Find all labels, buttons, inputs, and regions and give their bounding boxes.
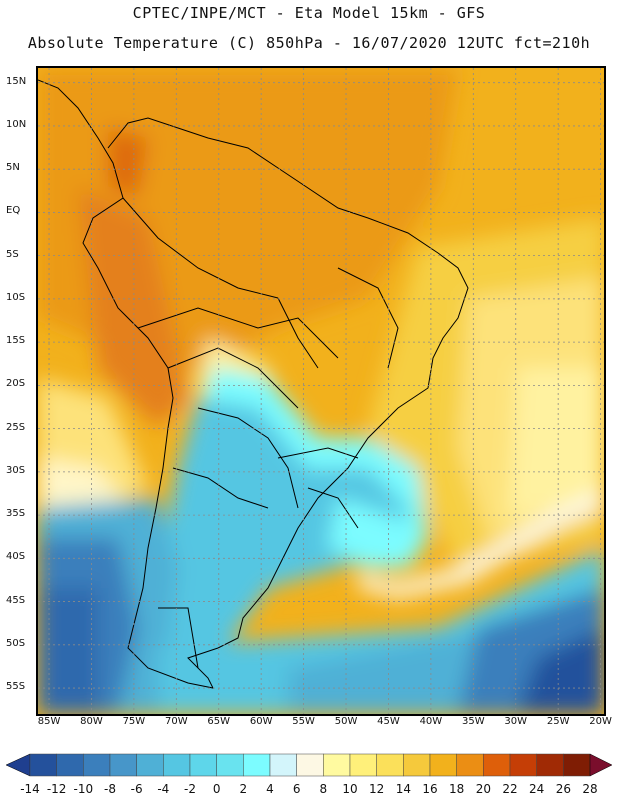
colorbar-swatch <box>29 753 57 777</box>
longitude-label: 50W <box>334 716 358 727</box>
colorbar-swatch <box>349 753 377 777</box>
colorbar-tick-label: -2 <box>184 782 196 796</box>
colorbar-tick-label: 2 <box>239 782 248 796</box>
longitude-label: 40W <box>419 716 443 727</box>
latitude-label: 10S <box>6 291 26 303</box>
colorbar-swatch <box>216 753 244 777</box>
colorbar-swatch <box>563 753 591 777</box>
latitude-label: 35S <box>6 508 26 520</box>
colorbar-tick-label: 4 <box>266 782 274 796</box>
latitude-label: 50S <box>6 637 26 649</box>
colorbar-swatch <box>136 753 164 777</box>
longitude-label: 25W <box>546 716 570 727</box>
colorbar-tick-label: -8 <box>104 782 116 796</box>
colorbar-swatch <box>269 753 297 777</box>
latitude-label: 40S <box>6 551 26 563</box>
latitude-label: 55S <box>6 681 26 693</box>
longitude-label: 70W <box>165 716 188 727</box>
longitude-label: 20W <box>589 716 612 727</box>
latitude-label: 15S <box>6 335 26 347</box>
colorbar-swatch <box>536 753 564 777</box>
longitude-label: 85W <box>37 716 61 727</box>
temperature-field <box>38 68 604 714</box>
latitude-label: 45S <box>6 594 26 606</box>
colorbar-swatch <box>323 753 351 777</box>
latitude-label: EQ <box>6 205 21 217</box>
colorbar-swatch <box>296 753 324 777</box>
temperature-map <box>38 68 604 714</box>
colorbar-swatch <box>189 753 217 777</box>
colorbar-swatch <box>83 753 111 777</box>
latitude-label: 5N <box>6 162 20 174</box>
map-title-line2: Absolute Temperature (C) 850hPa - 16/07/… <box>27 34 591 52</box>
colorbar-tick-label: 6 <box>292 782 301 796</box>
latitude-label: 25S <box>6 421 26 433</box>
colorbar-tick-label: -6 <box>130 782 143 796</box>
colorbar-tick-label: -10 <box>73 782 94 796</box>
colorbar-tick-label: 8 <box>319 782 328 796</box>
colorbar-tick-label: 18 <box>449 782 465 796</box>
longitude-label: 35W <box>462 716 485 727</box>
colorbar <box>5 753 613 777</box>
colorbar-tick-label: 22 <box>502 782 518 796</box>
latitude-label: 30S <box>6 464 26 476</box>
longitude-label: 65W <box>207 716 231 727</box>
latitude-label: 5S <box>6 248 19 260</box>
colorbar-tick-label: 20 <box>475 782 491 796</box>
longitude-label: 30W <box>504 716 528 727</box>
coastlines <box>38 79 469 689</box>
colorbar-tick-label: 0 <box>212 782 221 796</box>
colorbar-tick-label: 12 <box>369 782 385 796</box>
longitude-label: 45W <box>377 716 400 727</box>
colorbar-tick-label: -4 <box>157 782 170 796</box>
colorbar-swatch <box>483 753 511 777</box>
longitude-label: 60W <box>249 716 273 727</box>
colorbar-low-arrow <box>5 753 31 777</box>
colorbar-swatch <box>109 753 137 777</box>
colorbar-swatch <box>429 753 457 777</box>
longitude-label: 75W <box>122 716 146 727</box>
colorbar-swatch <box>376 753 404 777</box>
colorbar-tick-label: 10 <box>342 782 358 796</box>
colorbar-tick-label: 14 <box>395 782 411 796</box>
colorbar-tick-label: -12 <box>46 782 67 796</box>
map-title-line1: CPTEC/INPE/MCT - Eta Model 15km - GFS <box>132 4 486 22</box>
latitude-label: 15N <box>6 75 27 87</box>
colorbar-tick-label: 24 <box>529 782 545 796</box>
colorbar-swatch <box>456 753 484 777</box>
colorbar-swatch <box>403 753 431 777</box>
longitude-label: 80W <box>80 716 103 727</box>
colorbar-tick-label: -14 <box>20 782 40 796</box>
colorbar-tick-label: 28 <box>582 782 598 796</box>
colorbar-swatch <box>509 753 537 777</box>
latitude-label: 10N <box>6 118 27 130</box>
colorbar-tick-label: 16 <box>422 782 438 796</box>
latitude-label: 20S <box>6 378 26 390</box>
colorbar-swatch <box>243 753 271 777</box>
colorbar-swatch <box>56 753 84 777</box>
longitude-label: 55W <box>292 716 315 727</box>
colorbar-swatch <box>163 753 191 777</box>
temperature-map-frame <box>36 66 606 716</box>
colorbar-tick-label: 26 <box>555 782 571 796</box>
colorbar-high-arrow <box>589 753 613 777</box>
lat-lon-grid <box>38 68 604 714</box>
